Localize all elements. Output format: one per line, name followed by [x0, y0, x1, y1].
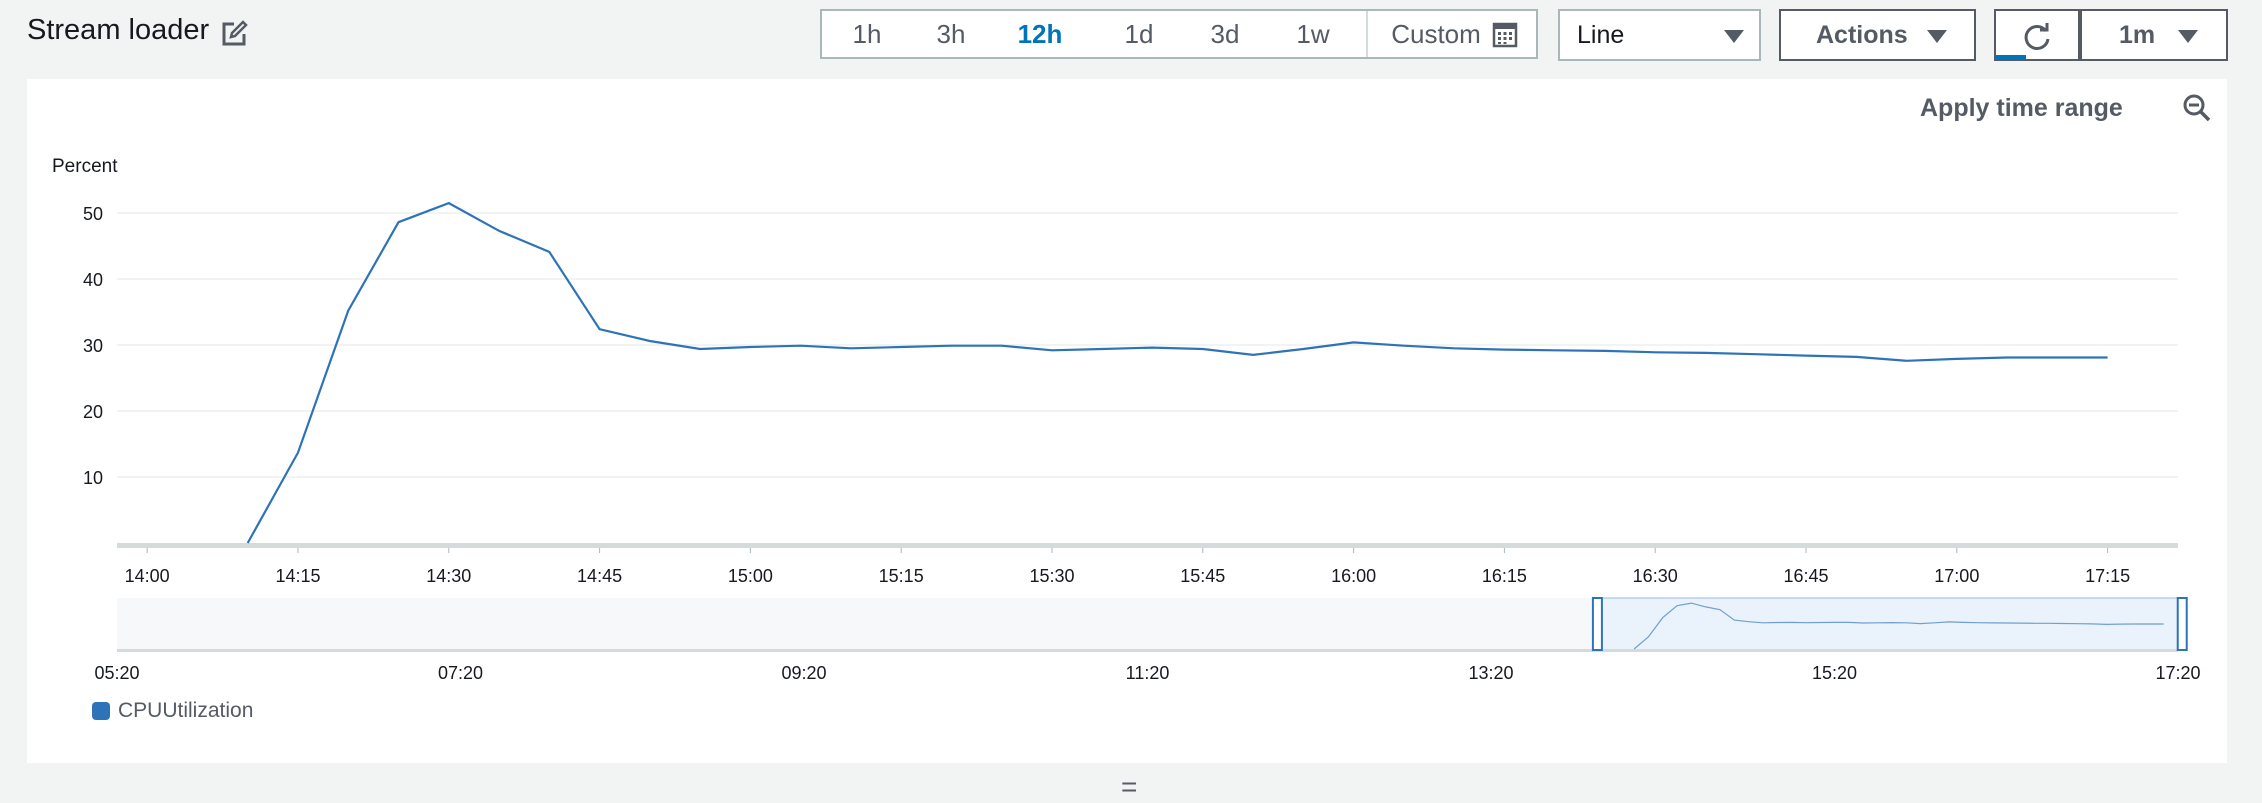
refresh-icon: [2024, 23, 2050, 50]
range-3h-button[interactable]: 3h: [936, 19, 966, 49]
range-1w-button[interactable]: 1w: [1296, 19, 1330, 49]
legend-swatch[interactable]: [92, 702, 110, 720]
refresh-interval-button[interactable]: 1m: [2080, 9, 2228, 61]
apply-time-range-button[interactable]: Apply time range: [1920, 94, 2123, 122]
chevron-down-icon: [1724, 30, 1744, 43]
range-divider: [1366, 11, 1368, 57]
calendar-icon[interactable]: [1492, 22, 1518, 48]
widget-title: Stream loader: [27, 14, 210, 46]
range-1d-button[interactable]: 1d: [1124, 19, 1154, 49]
refresh-interval-value: 1m: [2119, 21, 2156, 49]
actions-label: Actions: [1816, 21, 1908, 49]
range-3d-button[interactable]: 3d: [1210, 19, 1240, 49]
edit-icon[interactable]: [220, 20, 248, 48]
chart-type-select[interactable]: Line: [1558, 9, 1761, 61]
legend-label[interactable]: CPUUtilization: [118, 699, 254, 722]
custom-range-button[interactable]: Custom: [1391, 19, 1481, 49]
zoom-out-icon[interactable]: [2182, 93, 2212, 123]
graph-panel: [27, 79, 2227, 763]
actions-button[interactable]: Actions: [1779, 9, 1976, 61]
resize-handle[interactable]: =: [1121, 771, 1138, 802]
chevron-down-icon: [2178, 30, 2198, 43]
range-1h-button[interactable]: 1h: [852, 19, 882, 49]
chart-legend: CPUUtilization: [92, 699, 253, 723]
time-range-selector: 1h 3h 12h 1d 3d 1w Custom: [820, 9, 1538, 59]
refresh-button[interactable]: [1994, 9, 2080, 61]
refresh-indicator: [1996, 55, 2026, 59]
range-12h-button[interactable]: 12h: [1017, 19, 1063, 49]
chart-type-value: Line: [1577, 21, 1625, 49]
chevron-down-icon: [1927, 30, 1947, 43]
